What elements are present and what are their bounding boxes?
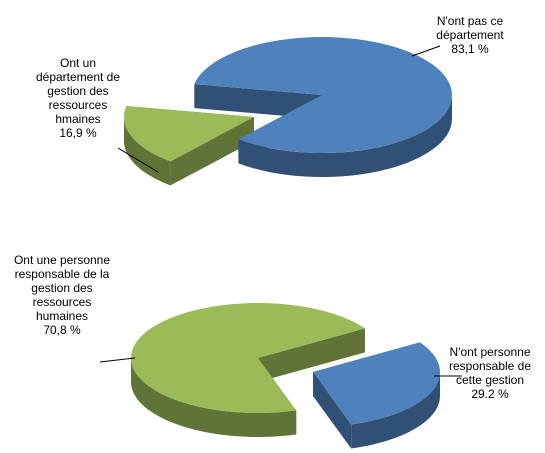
category: Ont un département de gestion des ressou…	[35, 56, 121, 126]
slice-label: N'ont personne responsable de cette gest…	[436, 345, 544, 401]
slice	[130, 302, 365, 413]
value-label: 70,8 %	[43, 323, 81, 337]
slice-side	[313, 372, 352, 449]
slice	[124, 106, 254, 162]
slice-label: Ont un département de gestion des ressou…	[30, 56, 126, 140]
value-label: 83,1 %	[451, 42, 489, 56]
slice-side	[351, 372, 440, 449]
slice	[194, 37, 452, 153]
slice-side	[194, 84, 322, 119]
value-label: 29.2 %	[471, 387, 509, 401]
leader-line	[117, 147, 159, 173]
slice-label: Ont une personne responsable de la gesti…	[10, 253, 114, 337]
category: Ont une personne responsable de la gesti…	[13, 253, 111, 323]
leader-line	[99, 357, 136, 363]
category: N'ont personne responsable de cette gest…	[448, 345, 532, 387]
category: N'ont pas ce département	[436, 14, 504, 42]
slice-side	[238, 95, 452, 177]
slice	[313, 342, 440, 425]
leader-line	[411, 45, 441, 57]
value-label: 16,9 %	[59, 126, 97, 140]
slice-side	[131, 358, 297, 438]
slice-side	[258, 328, 365, 382]
slice-side	[124, 117, 171, 186]
slice-label: N'ont pas ce département 83,1 %	[410, 14, 530, 56]
